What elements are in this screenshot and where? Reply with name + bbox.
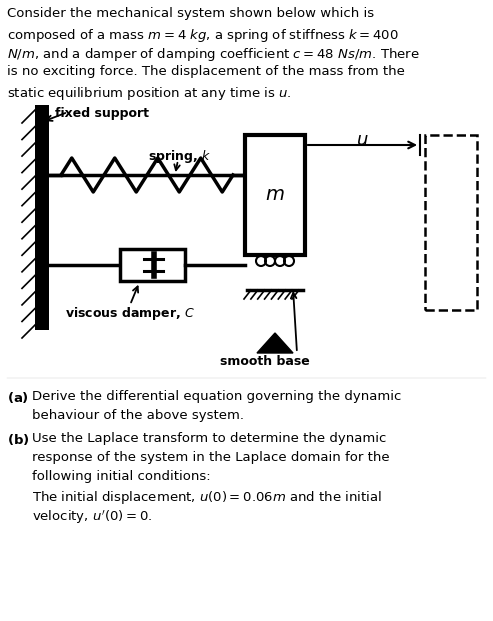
Text: fixed support: fixed support — [55, 107, 149, 120]
Bar — [35, 105, 49, 330]
Bar — [245, 135, 305, 255]
Bar — [120, 249, 185, 281]
Text: Consider the mechanical system shown below which is: Consider the mechanical system shown bel… — [7, 7, 374, 20]
Text: $u$: $u$ — [356, 131, 369, 149]
Text: viscous damper, $C$: viscous damper, $C$ — [65, 305, 195, 322]
Text: $N/m$, and a damper of damping coefficient $c = 48$ $Ns/m$. There: $N/m$, and a damper of damping coefficie… — [7, 46, 420, 63]
Text: response of the system in the Laplace domain for the: response of the system in the Laplace do… — [32, 451, 389, 464]
Text: Derive the differential equation governing the dynamic: Derive the differential equation governi… — [32, 390, 401, 403]
Text: is no exciting force. The displacement of the mass from the: is no exciting force. The displacement o… — [7, 65, 405, 78]
Text: composed of a mass $m = 4$ $kg$, a spring of stiffness $k = 400$: composed of a mass $m = 4$ $kg$, a sprin… — [7, 27, 399, 43]
Text: following initial conditions:: following initial conditions: — [32, 470, 211, 483]
Text: Use the Laplace transform to determine the dynamic: Use the Laplace transform to determine t… — [32, 432, 387, 445]
Text: spring, $k$: spring, $k$ — [148, 148, 211, 165]
Text: $m$: $m$ — [265, 186, 285, 204]
Text: $\mathbf{(a)}$: $\mathbf{(a)}$ — [7, 390, 29, 405]
Text: $\mathbf{(b)}$: $\mathbf{(b)}$ — [7, 432, 30, 447]
Bar — [425, 135, 477, 310]
Text: The initial displacement, $u(0) = 0.06m$ and the initial: The initial displacement, $u(0) = 0.06m$… — [32, 489, 382, 506]
Text: behaviour of the above system.: behaviour of the above system. — [32, 409, 244, 422]
Text: smooth base: smooth base — [220, 355, 310, 368]
Polygon shape — [257, 333, 293, 353]
Text: static equilibrium position at any time is $u$.: static equilibrium position at any time … — [7, 85, 291, 102]
Text: velocity, $u'(0) = 0$.: velocity, $u'(0) = 0$. — [32, 508, 152, 525]
